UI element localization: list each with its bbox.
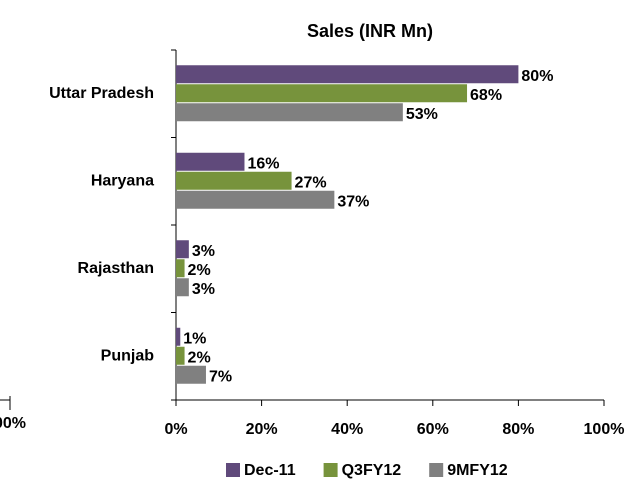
x-tick-label: 40%: [331, 421, 363, 438]
bar: [176, 103, 403, 122]
legend-swatch: [429, 463, 444, 477]
bar: [176, 84, 468, 103]
bar: [176, 190, 335, 209]
value-label: 2%: [188, 262, 211, 279]
x-tick-label: 20%: [246, 421, 278, 438]
bar: [176, 346, 185, 365]
bar: [176, 278, 189, 297]
legend-label: Q3FY12: [342, 462, 402, 479]
x-tick-label: 0%: [164, 421, 187, 438]
x-tick-label: 60%: [417, 421, 449, 438]
legend-label: 9MFY12: [447, 462, 508, 479]
category-label: Uttar Pradesh: [49, 85, 154, 102]
x-tick-label: 100%: [584, 421, 625, 438]
bar: [176, 171, 292, 190]
value-label: 68%: [470, 87, 502, 104]
legend-swatch: [226, 463, 240, 477]
category-label: Rajasthan: [78, 260, 154, 277]
category-label: Punjab: [101, 347, 155, 364]
value-label: 3%: [192, 243, 215, 260]
bar: [176, 365, 206, 384]
value-label: 27%: [295, 174, 327, 191]
legend-label: Dec-11: [244, 462, 296, 479]
value-label: 37%: [337, 193, 369, 210]
legend-swatch: [323, 463, 338, 477]
value-label: 2%: [188, 349, 211, 366]
category-label: Haryana: [91, 172, 154, 189]
x-tick-label: 80%: [502, 421, 534, 438]
bar: [176, 65, 519, 84]
value-label: 3%: [192, 281, 215, 298]
value-label: 16%: [247, 155, 279, 172]
value-label: 7%: [209, 368, 232, 385]
bar: [176, 259, 185, 278]
cropped-label: 00%: [0, 415, 26, 432]
bar: [176, 152, 245, 171]
value-label: 1%: [183, 330, 206, 347]
bar: [176, 240, 189, 259]
value-label: 53%: [406, 106, 438, 123]
bar: [176, 327, 181, 346]
chart-title: Sales (INR Mn): [307, 21, 433, 41]
value-label: 80%: [521, 68, 553, 85]
